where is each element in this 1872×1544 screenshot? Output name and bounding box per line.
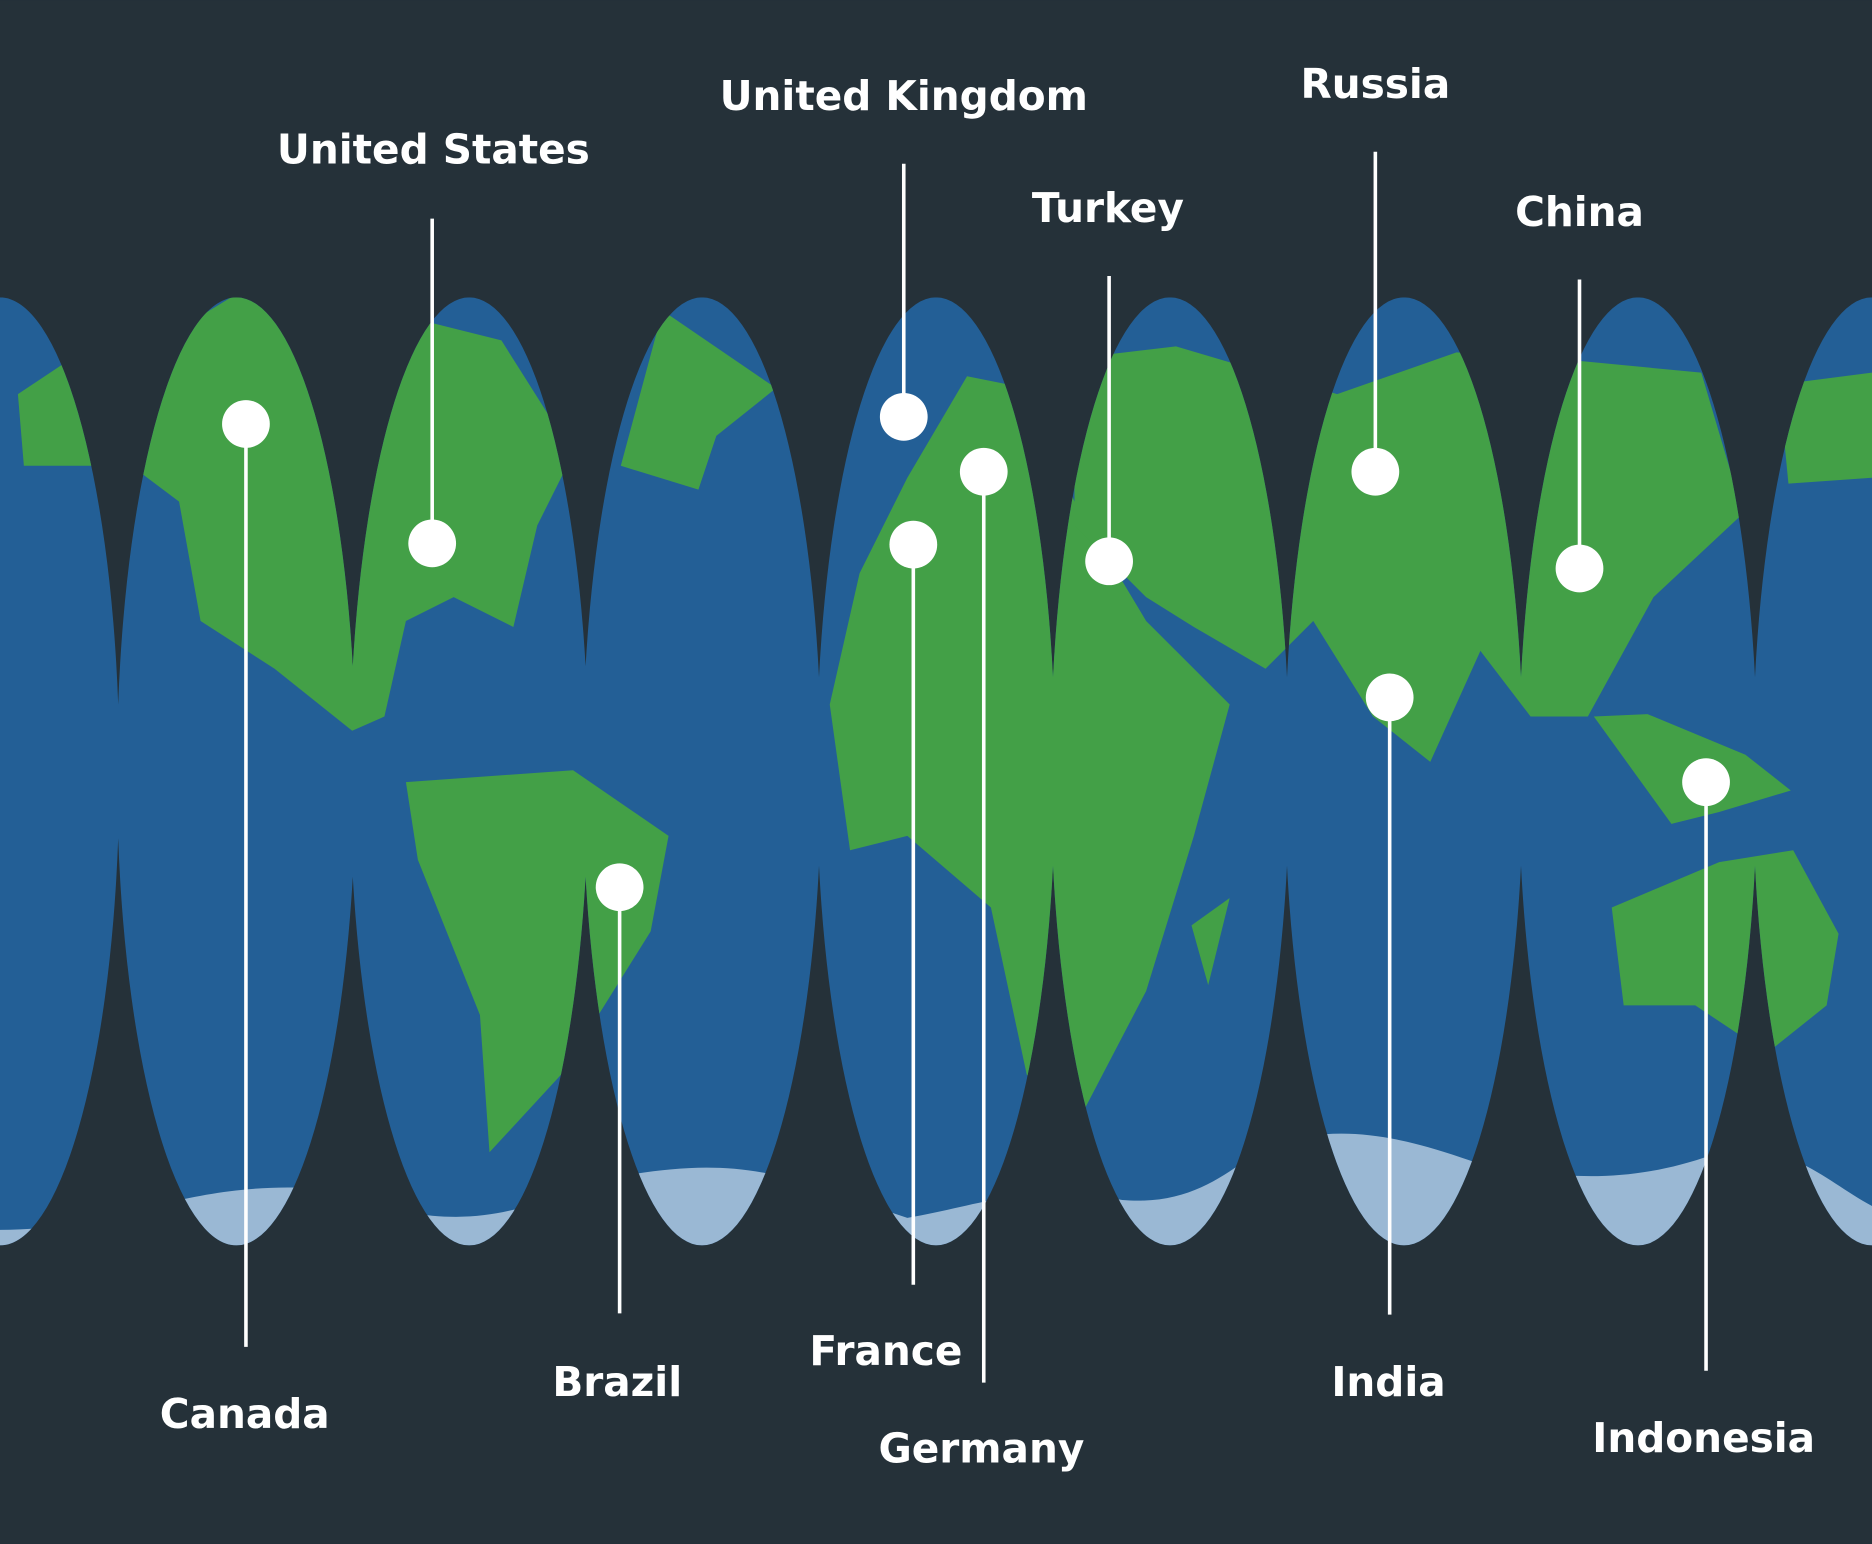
pin-canada[interactable] <box>222 400 270 1347</box>
label-canada: Canada <box>160 1390 330 1438</box>
label-united-kingdom: United Kingdom <box>720 72 1088 120</box>
pin-russia[interactable] <box>1351 151 1400 496</box>
label-china: China <box>1515 188 1644 236</box>
pin-france[interactable] <box>889 520 938 1285</box>
land-south-america <box>405 770 669 1153</box>
pin-united-states[interactable] <box>408 218 457 568</box>
land-australia <box>1611 850 1839 1054</box>
land-madagascar <box>1191 897 1230 986</box>
pin-indonesia[interactable] <box>1682 758 1730 1371</box>
pins <box>222 151 1730 1383</box>
labels: Canada United States Brazil United Kingd… <box>160 60 1815 1473</box>
ice-antarctica <box>0 1133 1872 1246</box>
label-india: India <box>1331 1358 1445 1406</box>
label-turkey: Turkey <box>1032 184 1184 232</box>
pin-germany[interactable] <box>959 447 1008 1383</box>
label-brazil: Brazil <box>552 1358 682 1406</box>
label-france: France <box>809 1327 962 1375</box>
pin-china[interactable] <box>1555 279 1604 593</box>
pin-india[interactable] <box>1365 673 1414 1315</box>
land-greenland <box>620 310 777 490</box>
label-united-states: United States <box>277 126 590 174</box>
label-russia: Russia <box>1300 60 1450 108</box>
map-gores <box>0 297 1872 1246</box>
land-europe-africa <box>829 376 1230 1129</box>
pin-united-kingdom[interactable] <box>879 163 928 441</box>
pin-turkey[interactable] <box>1085 275 1133 586</box>
pin-brazil[interactable] <box>595 863 644 1314</box>
label-germany: Germany <box>878 1425 1084 1473</box>
land-asia-east <box>1778 372 1872 484</box>
label-indonesia: Indonesia <box>1592 1414 1815 1462</box>
land-asia <box>1074 346 1744 762</box>
